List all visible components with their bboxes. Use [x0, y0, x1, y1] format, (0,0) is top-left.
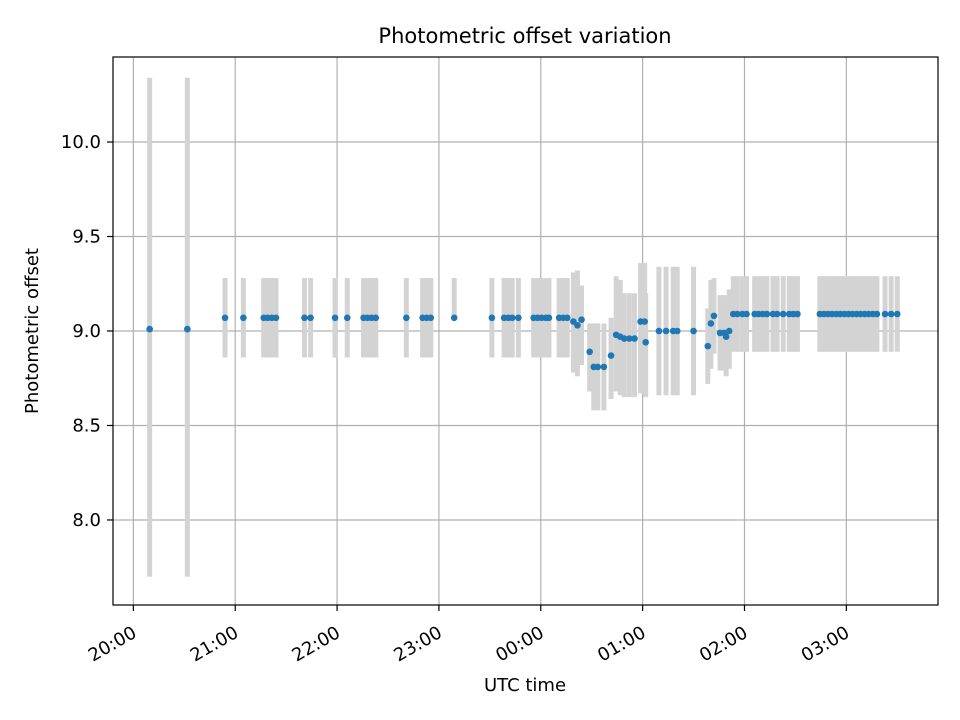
- data-point: [586, 348, 593, 356]
- data-point: [773, 310, 781, 318]
- data-point: [146, 325, 153, 333]
- y-axis-ticks: 8.0 8.5 9.0 9.5 10.0: [61, 132, 113, 531]
- data-point: [578, 316, 585, 323]
- data-point: [427, 314, 435, 322]
- data-point: [620, 335, 628, 342]
- data-point: [594, 363, 602, 371]
- data-point: [488, 314, 496, 322]
- y-tick-label: 10.0: [61, 132, 101, 153]
- data-point: [722, 333, 730, 340]
- error-bar: [587, 323, 593, 392]
- data-point: [450, 314, 458, 322]
- data-point: [707, 320, 715, 327]
- data-point: [873, 310, 881, 318]
- x-axis-title: UTC time: [484, 675, 566, 696]
- data-point: [655, 327, 663, 335]
- data-point: [301, 314, 308, 322]
- y-tick-label: 9.0: [72, 321, 101, 342]
- data-point: [307, 314, 314, 322]
- data-point: [563, 314, 571, 322]
- error-bar: [638, 262, 644, 394]
- data-point: [779, 310, 787, 318]
- data-point: [574, 322, 581, 329]
- chart-title: Photometric offset variation: [378, 24, 671, 48]
- data-point: [508, 314, 516, 322]
- data-point: [515, 314, 522, 322]
- data-points: [146, 310, 901, 371]
- data-point: [343, 314, 351, 322]
- data-point: [690, 327, 697, 335]
- data-point: [631, 335, 638, 342]
- data-point: [881, 310, 889, 318]
- data-point: [607, 352, 615, 359]
- data-point: [372, 314, 380, 322]
- y-tick-label: 8.0: [72, 510, 101, 531]
- data-point: [221, 314, 229, 322]
- data-point: [331, 314, 339, 322]
- error-bar: [621, 293, 627, 398]
- data-point: [641, 318, 648, 325]
- data-point: [642, 339, 649, 346]
- data-point: [184, 325, 191, 333]
- data-point: [743, 310, 750, 318]
- y-tick-label: 8.5: [72, 415, 101, 436]
- data-point: [893, 310, 901, 318]
- data-point: [763, 310, 771, 318]
- data-point: [272, 314, 280, 322]
- data-point: [626, 335, 633, 342]
- data-point: [662, 327, 670, 335]
- y-tick-label: 9.5: [72, 227, 101, 248]
- data-point: [734, 310, 741, 318]
- data-point: [725, 327, 733, 335]
- y-axis-title: Photometric offset: [22, 248, 43, 414]
- data-point: [704, 342, 712, 350]
- data-point: [710, 312, 718, 320]
- data-point: [887, 310, 895, 318]
- data-point: [403, 314, 410, 322]
- data-point: [673, 327, 681, 335]
- error-bar: [579, 285, 585, 366]
- data-point: [240, 314, 247, 322]
- error-bar: [451, 278, 457, 318]
- data-point: [600, 363, 608, 371]
- data-point: [545, 314, 553, 322]
- error-bar: [631, 293, 637, 398]
- data-point: [794, 310, 801, 318]
- error-bar: [626, 293, 632, 398]
